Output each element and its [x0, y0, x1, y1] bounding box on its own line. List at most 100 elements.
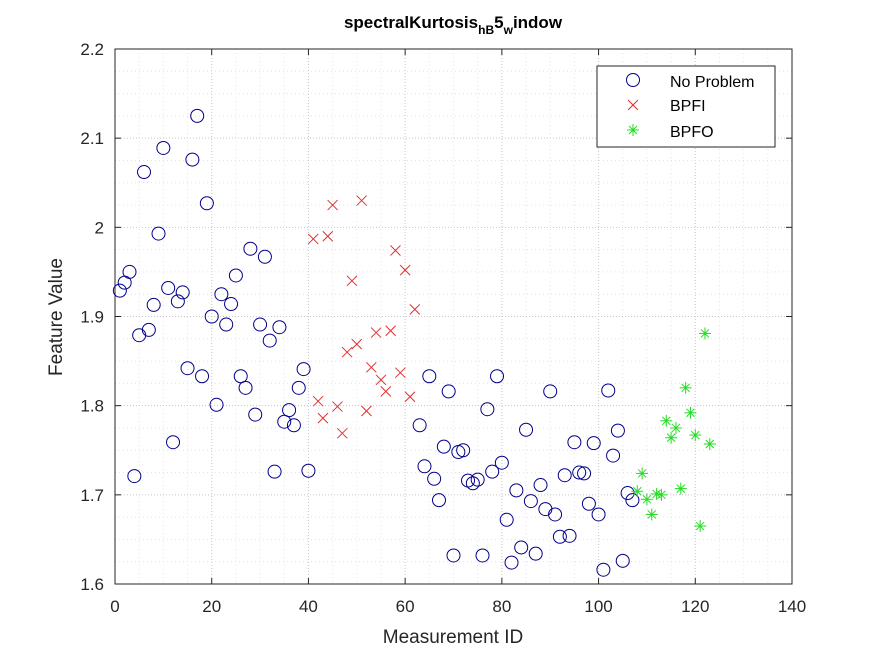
- bpfi-point-stroke: [312, 395, 324, 407]
- no-problem-point: [233, 369, 248, 384]
- x-tick-label: 40: [299, 597, 318, 616]
- bpfo-point: [636, 467, 649, 480]
- bpfi-point-stroke: [361, 405, 372, 417]
- bpfi-point-stroke: [394, 367, 406, 379]
- title-tail: indow: [513, 13, 563, 32]
- bpfi-point: [356, 195, 367, 206]
- bpfi-point-stroke: [375, 374, 387, 386]
- bpfi-point: [312, 395, 324, 407]
- no-problem-point: [267, 464, 282, 479]
- bpfi-point: [332, 401, 343, 412]
- no-problem-point: [552, 529, 567, 544]
- bpfo-point: [645, 508, 658, 521]
- bpfo-point-stroke: [637, 469, 647, 478]
- no-problem-point: [514, 540, 529, 555]
- no-problem-point: [562, 528, 577, 543]
- no-problem-point: [431, 493, 446, 508]
- no-problem-point: [209, 397, 224, 412]
- bpfo-point: [679, 381, 692, 394]
- x-tick-label: 120: [681, 597, 709, 616]
- x-tick-label: 100: [584, 597, 612, 616]
- no-problem-point: [528, 546, 543, 561]
- bpfo-point-stroke: [705, 439, 715, 449]
- legend-item-no-problem[interactable]: No Problem: [626, 73, 755, 92]
- no-problem-point: [122, 264, 137, 279]
- no-problem-point: [519, 422, 534, 437]
- bpfi-point-stroke: [385, 325, 396, 337]
- no-problem-point: [214, 287, 229, 302]
- bpfi-point: [351, 338, 363, 350]
- no-problem-point: [485, 464, 500, 479]
- no-problem-point: [577, 466, 592, 481]
- bpfi-point: [399, 264, 411, 276]
- no-problem-point: [596, 562, 611, 577]
- no-problem-point: [456, 443, 471, 458]
- bpfi-point: [307, 233, 319, 245]
- title-sub-1: hB: [478, 23, 494, 37]
- bpfi-point-stroke: [409, 304, 421, 315]
- bpfo-point: [655, 488, 668, 501]
- bpfi-point-stroke: [307, 233, 319, 245]
- bpfo-point-stroke: [671, 423, 681, 433]
- bpfo-point: [684, 406, 697, 419]
- x-tick-label: 60: [396, 597, 415, 616]
- bpfi-point-stroke: [404, 391, 416, 403]
- no-problem-point: [422, 369, 437, 384]
- no-problem-point: [417, 459, 432, 474]
- no-problem-point: [146, 297, 161, 312]
- no-problem-point: [243, 241, 258, 256]
- no-problem-point: [494, 455, 509, 470]
- bpfi-point: [380, 386, 392, 397]
- bpfo-point-stroke: [700, 329, 710, 338]
- no-problem-point: [199, 196, 214, 211]
- no-problem-point: [523, 494, 538, 509]
- no-problem-point: [533, 478, 548, 493]
- bpfi-point-stroke: [351, 338, 363, 350]
- no-problem-point: [166, 435, 181, 450]
- x-tick-label: 20: [202, 597, 221, 616]
- no-problem-point: [548, 507, 563, 522]
- x-tick-label: 80: [492, 597, 511, 616]
- legend-item-bpfo[interactable]: BPFO: [627, 124, 714, 141]
- bpfi-point: [394, 367, 406, 379]
- y-tick-labels: 1.6 1.7 1.8 1.9 2 2.1 2.2: [80, 40, 104, 594]
- no-problem-point: [170, 294, 185, 309]
- no-problem-point: [586, 436, 601, 451]
- y-tick-label: 2.2: [80, 40, 104, 59]
- bpfi-point: [385, 325, 396, 337]
- bpfo-point: [669, 421, 682, 434]
- bpfo-point: [698, 327, 711, 340]
- no-problem-point: [581, 496, 596, 511]
- bpfi-point-stroke: [380, 386, 392, 397]
- bpfi-point: [322, 230, 334, 242]
- bpfi-point-stroke: [341, 346, 353, 358]
- bpfi-point-stroke: [322, 230, 334, 242]
- x-tick-label: 140: [778, 597, 806, 616]
- no-problem-point: [606, 448, 621, 463]
- no-problem-point: [480, 402, 495, 417]
- bpfo-point: [660, 414, 673, 427]
- bpfi-point: [375, 374, 387, 386]
- no-problem-point: [282, 403, 297, 418]
- no-problem-point: [272, 320, 287, 335]
- bpfi-point: [346, 275, 358, 287]
- legend-item-bpfi[interactable]: BPFI: [627, 98, 706, 115]
- no-problem-point: [620, 486, 635, 501]
- no-problem-point: [257, 249, 272, 264]
- bpfo-point-stroke: [657, 490, 666, 500]
- bpfo-point-stroke: [652, 489, 661, 499]
- bpfo-point: [694, 520, 707, 533]
- bpfi-point: [390, 245, 401, 256]
- bpfi-point-stroke: [317, 412, 329, 424]
- bpfi-point-stroke: [327, 199, 338, 211]
- bpfo-point-stroke: [661, 416, 671, 426]
- no-problem-point: [112, 283, 127, 298]
- bpfo-point-stroke: [642, 494, 652, 504]
- no-problem-point: [543, 384, 558, 399]
- bpfo-point: [631, 485, 644, 498]
- legend[interactable]: No Problem BPFI BPFO: [596, 65, 776, 148]
- title-base: spectralKurtosis: [344, 13, 478, 32]
- no-problem-point: [591, 507, 606, 522]
- bpfi-point: [365, 361, 377, 373]
- bpfo-point: [665, 431, 678, 444]
